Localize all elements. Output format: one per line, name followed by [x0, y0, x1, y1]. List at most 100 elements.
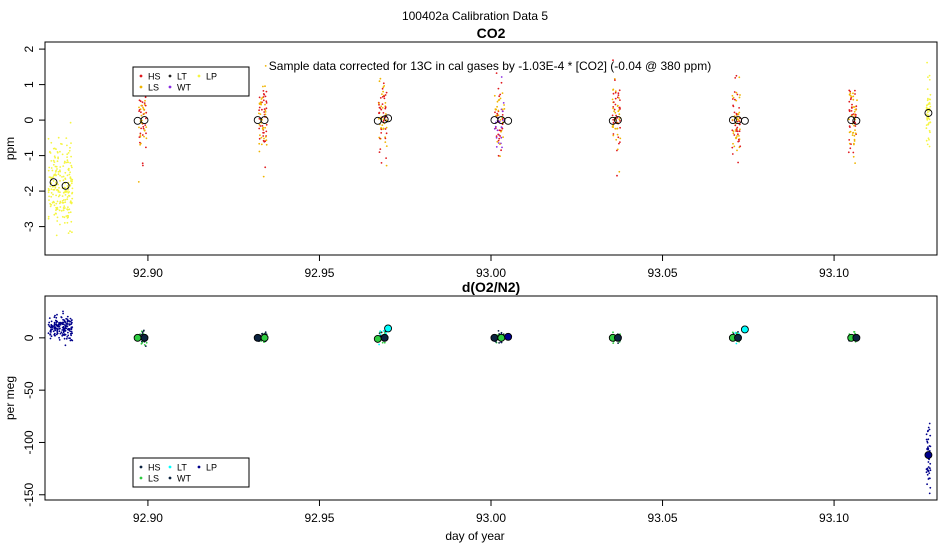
co2-data-point [265, 123, 268, 126]
co2-mean-marker [924, 109, 933, 117]
co2-data-point [738, 111, 741, 114]
o2n2-mean-marker [740, 325, 749, 334]
co2-data-point [853, 114, 856, 116]
co2-data-point [67, 232, 70, 235]
o2n2-data-point [52, 330, 55, 333]
co2-data-point [735, 136, 737, 139]
co2-legend-label: LP [206, 72, 217, 82]
co2-data-point [64, 178, 67, 181]
o2n2-data-point [380, 331, 383, 334]
co2-data-point [498, 137, 501, 140]
co2-data-point [258, 102, 261, 105]
co2-data-point [928, 107, 931, 110]
o2n2-xtick-label: 93.05 [648, 511, 678, 525]
co2-data-point [47, 191, 50, 194]
co2-data-point [385, 113, 387, 115]
co2-data-point [66, 159, 69, 162]
co2-data-point [733, 145, 736, 148]
co2-mean-marker [852, 116, 861, 125]
co2-data-point [848, 109, 851, 111]
co2-data-point [70, 220, 73, 223]
co2-data-point [738, 76, 741, 79]
o2n2-legend-swatch [168, 476, 172, 480]
co2-data-point [612, 124, 614, 127]
o2n2-data-point [383, 332, 386, 334]
co2-data-point [139, 143, 142, 146]
co2-data-point [614, 90, 617, 93]
co2-data-point [731, 146, 734, 149]
co2-data-point [612, 133, 615, 135]
co2-data-point [52, 188, 55, 191]
co2-data-point [53, 204, 56, 207]
co2-data-point [385, 132, 388, 135]
co2-data-point [497, 109, 500, 112]
co2-data-point [263, 108, 266, 110]
o2n2-data-point [928, 492, 931, 495]
co2-data-point [264, 166, 267, 169]
co2-data-point [501, 127, 504, 130]
co2-data-point [497, 154, 500, 157]
o2n2-data-point [62, 310, 64, 313]
co2-data-point [65, 215, 68, 218]
co2-data-point [67, 167, 70, 170]
co2-data-point [385, 126, 388, 129]
co2-data-point [145, 132, 147, 135]
co2-data-point [501, 92, 504, 94]
o2n2-data-point [67, 334, 70, 337]
o2n2-data-point [69, 320, 72, 323]
co2-data-point [496, 105, 498, 108]
co2-data-point [854, 125, 857, 127]
co2-data-point [501, 108, 504, 111]
o2n2-mean-marker [734, 333, 742, 342]
o2n2-data-point [261, 332, 264, 335]
co2-data-point [66, 185, 69, 187]
co2-ytick-label: -2 [22, 185, 36, 196]
co2-data-point [612, 134, 615, 137]
co2-data-point [67, 206, 69, 209]
co2-data-point [733, 111, 736, 114]
o2n2-data-point [617, 342, 619, 344]
co2-data-point [261, 96, 264, 99]
co2-data-point [738, 96, 741, 99]
co2-data-point [64, 194, 67, 196]
co2-data-point [385, 119, 388, 122]
co2-data-point [264, 113, 267, 116]
co2-data-point [738, 123, 741, 126]
co2-data-point [49, 205, 52, 208]
co2-data-point [141, 101, 144, 104]
co2-data-point [855, 108, 857, 111]
co2-data-point [262, 128, 264, 131]
co2-data-point [263, 111, 266, 113]
co2-data-point [853, 140, 856, 142]
co2-data-point [65, 137, 68, 140]
o2n2-data-point [140, 342, 143, 345]
co2-data-point [925, 106, 928, 109]
co2-mean-marker [380, 115, 389, 124]
o2n2-data-point [60, 331, 63, 334]
o2n2-data-point [47, 323, 50, 326]
o2n2-data-point [378, 343, 380, 346]
co2-xtick-label: 93.05 [648, 266, 678, 280]
co2-data-point [55, 174, 57, 177]
co2-data-point [52, 163, 55, 166]
o2n2-data-point [853, 331, 855, 333]
co2-data-point [736, 93, 739, 96]
co2-data-point [855, 105, 858, 108]
co2-data-point [66, 221, 69, 224]
co2-data-point [847, 151, 850, 154]
co2-data-point [616, 116, 619, 119]
co2-data-point [57, 173, 60, 176]
co2-data-point [69, 162, 72, 164]
co2-data-point [496, 129, 499, 132]
co2-data-point [500, 136, 503, 139]
co2-data-point [59, 206, 62, 208]
o2n2-data-point [500, 341, 503, 344]
co2-data-point [264, 136, 267, 138]
o2n2-data-point [141, 331, 144, 333]
o2n2-data-point [927, 446, 929, 448]
co2-data-point [260, 98, 263, 100]
co2-data-point [731, 98, 734, 100]
co2-data-point [265, 102, 268, 104]
co2-data-point [853, 124, 855, 127]
co2-data-point [48, 176, 51, 179]
